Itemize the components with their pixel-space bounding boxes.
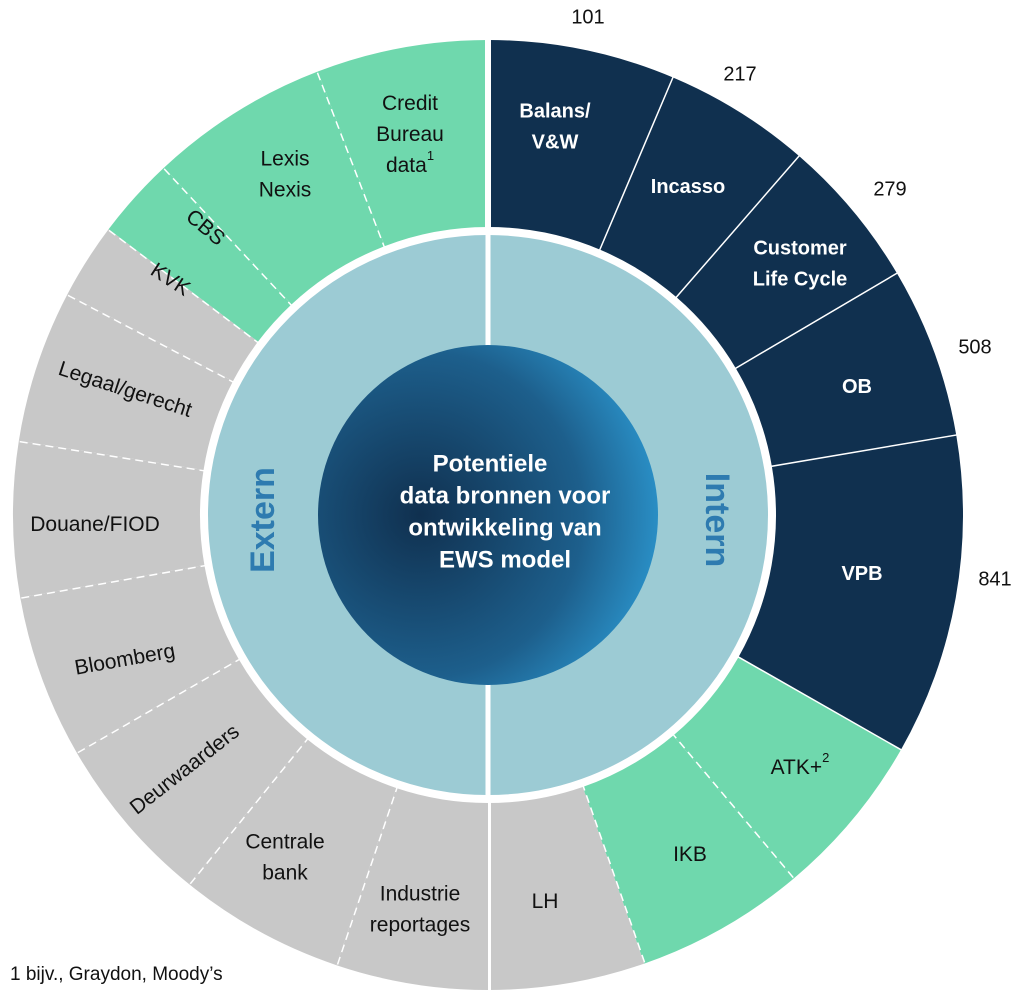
segment-label: Credit Bureau data1 [376, 92, 444, 177]
label-line: Lexis [260, 147, 309, 170]
segment-label: Customer Life Cycle [753, 238, 847, 291]
label-line: Nexis [259, 178, 312, 201]
label-line: Industrie [380, 882, 461, 905]
center-circle [318, 345, 658, 685]
label-line: LH [532, 890, 559, 913]
segment [12, 440, 205, 598]
label-line: reportages [370, 913, 470, 936]
footnote: 1 bijv., Graydon, Moody’s [10, 964, 223, 985]
superscript: 1 [427, 148, 434, 163]
center-line: data bronnen voor [400, 482, 611, 509]
segment-label: Industrie reportages [370, 882, 470, 936]
label-line: VPB [841, 563, 882, 585]
segment-value: 841 [978, 568, 1011, 590]
label-line: Centrale [245, 830, 324, 853]
segment [164, 71, 385, 305]
segment [76, 659, 307, 885]
segment [18, 294, 234, 470]
segment-label: LH [532, 890, 559, 913]
segment-label: VPB [841, 563, 882, 585]
segment [736, 273, 957, 467]
segment [676, 156, 898, 369]
segment [600, 77, 800, 298]
center-line: ontwikkeling van [408, 514, 601, 541]
label-line: ATK+ [771, 756, 823, 779]
segment-label: Lexis Nexis [259, 147, 312, 201]
segment-value: 101 [571, 6, 604, 28]
segment [108, 167, 292, 342]
extern-label: Extern [244, 467, 282, 573]
segment [20, 565, 239, 753]
label-line: Balans/ [519, 101, 591, 123]
label-line: Incasso [651, 176, 725, 198]
separator [767, 433, 959, 470]
segment-label: ATK+2 [771, 750, 830, 778]
label-line: V&W [532, 132, 579, 154]
segment [488, 786, 645, 990]
label-line: data [386, 154, 427, 177]
segment-label: Balans/V&W [519, 101, 591, 154]
label-line: bank [262, 861, 308, 884]
label-line: Douane/FIOD [30, 513, 160, 536]
segment [189, 738, 397, 966]
label-line: Life Cycle [753, 269, 847, 291]
segment-label: Centrale bank [245, 830, 324, 884]
segment-label: IKB [673, 843, 707, 866]
segment [317, 40, 488, 247]
label-line: Credit [382, 92, 438, 115]
superscript: 2 [822, 750, 829, 765]
segment-label: Incasso [651, 176, 725, 198]
label-line: Customer [753, 238, 847, 260]
segment-label: Douane/FIOD [30, 513, 160, 536]
segment-value: 279 [873, 178, 906, 200]
center-line: EWS model [439, 546, 571, 573]
segment-value: 217 [723, 63, 756, 85]
label-line: Bureau [376, 123, 444, 146]
segment [673, 657, 901, 879]
segment-label: OB [842, 376, 872, 398]
segment [336, 787, 488, 990]
segment [488, 40, 674, 250]
center-line: Potentiele [433, 450, 548, 477]
label-line: OB [842, 376, 872, 398]
segment [67, 229, 258, 382]
intern-label: Intern [698, 473, 736, 567]
label-line: IKB [673, 843, 707, 866]
segment-value: 508 [958, 336, 991, 358]
segment [582, 735, 794, 964]
segment [738, 435, 964, 751]
